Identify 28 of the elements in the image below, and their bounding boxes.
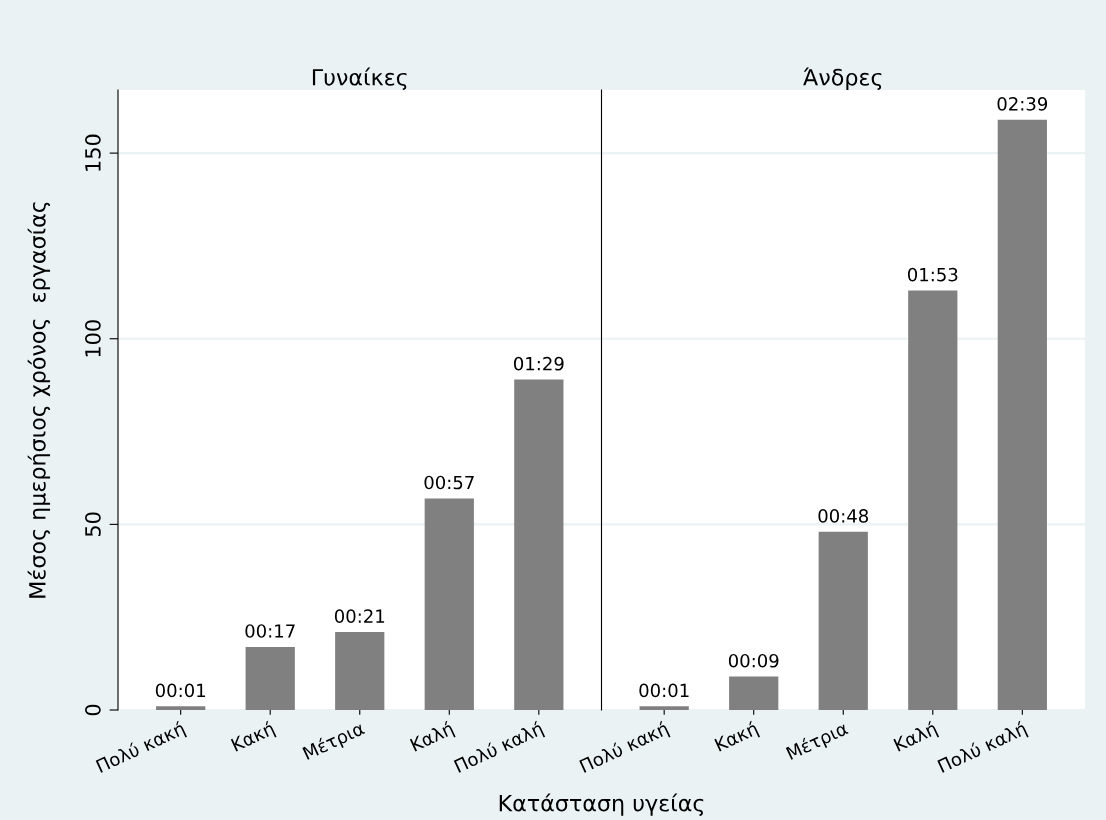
bar [818, 531, 868, 710]
y-tick-label: 0 [85, 704, 101, 716]
bar [908, 290, 958, 710]
chart-title: Άνδρες [803, 67, 882, 90]
data-label: 00:01 [639, 683, 689, 698]
data-label: 00:21 [334, 609, 385, 623]
data-label: 00:09 [728, 653, 779, 668]
x-axis-title: Κατάσταση υγείας [499, 793, 704, 816]
data-label: 00:17 [245, 624, 295, 638]
bar [156, 706, 206, 710]
data-label: 00:48 [818, 509, 869, 523]
data-label: 01:29 [514, 356, 564, 371]
bar [639, 706, 689, 710]
bar [514, 379, 564, 710]
data-label: 00:57 [424, 475, 474, 490]
bar [245, 646, 295, 710]
bar [335, 632, 385, 710]
bar [997, 119, 1047, 710]
bar [729, 676, 779, 710]
y-tick-label: 100 [85, 320, 101, 357]
data-label: 01:53 [907, 267, 958, 282]
y-tick-label: 50 [85, 512, 101, 537]
y-axis-title: Μέσος ημερήσιος χρόνος εργασίας [27, 202, 51, 598]
data-label: 02:39 [997, 96, 1048, 111]
chart-title: Γυναίκες [312, 67, 407, 90]
data-label: 00:01 [155, 683, 206, 698]
y-tick-label: 150 [85, 134, 101, 171]
bar [424, 498, 474, 710]
